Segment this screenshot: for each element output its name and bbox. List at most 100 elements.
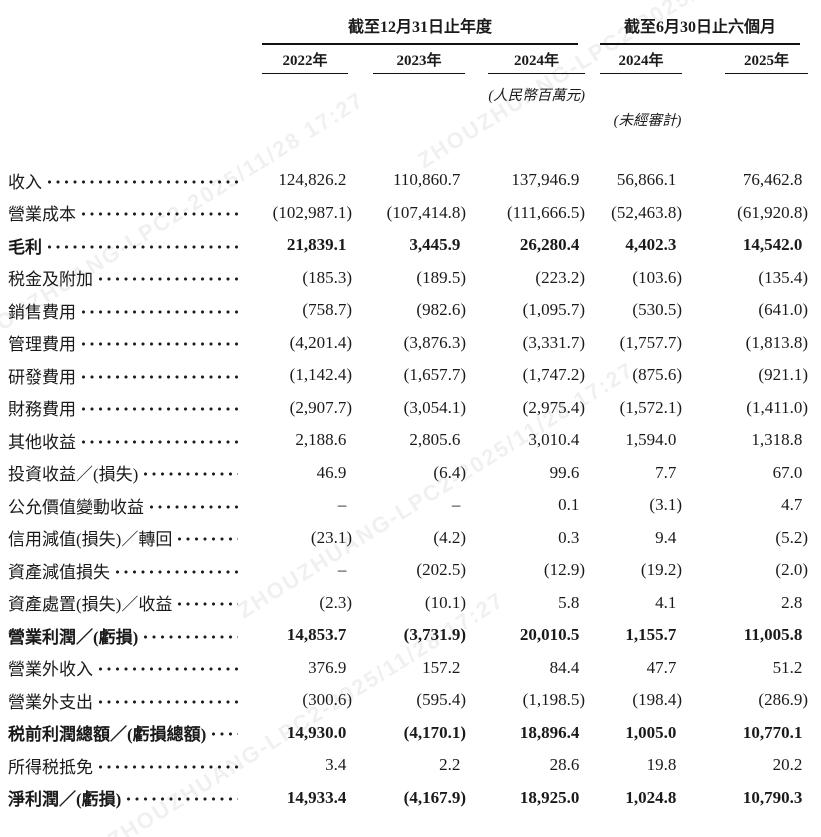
value-cell: (103.6) [632,267,682,287]
value-cell: (19.2) [640,560,682,580]
value-cell: (300.6) [302,690,352,710]
value-cell: 7.7) [655,462,677,482]
value-cell: 18,896.4) [519,722,580,742]
row-label-cell: 資產處置(損失)／收益 [8,587,240,620]
header-spacer [8,130,813,164]
value-cell: 1,318.8) [751,430,803,450]
row-label-cell: 公允價值變動收益 [8,489,240,522]
six-months-group: 截至6月30日止六個月 [585,0,813,45]
value-cell: (3,731.9) [403,625,466,645]
row-label-cell: 税前利潤總額／(虧損總額) [8,717,240,750]
value-cell: (2,975.4) [522,397,585,417]
value-cell: (1,198.5) [522,690,585,710]
value-cell: (61,920.8) [737,202,808,222]
value-cell: 2,188.6) [295,430,347,450]
year-header-2022: 2022年 [240,45,352,74]
empty-cell [585,74,682,105]
value-cell: (2.3) [319,592,352,612]
currency-note-row: (人民幣百萬元) [8,74,813,105]
value-cell: 14,930.0) [286,722,347,742]
value-cell: (1,757.7) [619,332,682,352]
row-label-cell: 收入 [8,164,240,197]
value-cell: –) [337,495,347,515]
year-header-2024-interim: 2024年 [585,45,682,74]
row-label: 銷售費用 [8,302,76,322]
table-row: 營業利潤／(虧損) 14,853.7) (3,731.9) 20,010.5) 1,15… [8,619,813,652]
row-label: 信用減值(損失)／轉回 [8,530,173,550]
empty-cell [8,0,240,45]
value-cell: 3,010.4) [528,430,580,450]
row-label-cell: 營業成本 [8,197,240,230]
value-cell: (189.5) [416,267,466,287]
dot-leader [80,330,238,356]
dot-leader [97,655,238,681]
currency-note: (人民幣百萬元) [488,88,585,104]
row-label: 毛利 [8,237,42,257]
value-cell: 1,024.8) [625,787,677,807]
row-label: 税前利潤總額／(虧損總額) [8,725,207,745]
row-label-cell: 毛利 [8,229,240,262]
row-label-cell: 税金及附加 [8,262,240,295]
value-cell: 0.1) [558,495,580,515]
value-cell: 26,280.4) [519,235,580,255]
empty-cell [240,74,352,105]
value-cell: (1,747.2) [522,365,585,385]
row-label: 管理費用 [8,335,76,355]
dot-leader [97,687,238,713]
value-cell: 14,853.7) [286,625,347,645]
value-cell: (12.9) [543,560,585,580]
value-cell: 157.2) [422,657,461,677]
value-cell: (875.6) [632,365,682,385]
table-body: 收入 124,826.2) 110,860.7) 137,946.9) 56,866.1… [8,164,813,814]
dot-leader [80,395,238,421]
row-label: 財務費用 [8,400,76,420]
value-cell: –) [451,495,461,515]
row-label: 營業外支出 [8,692,93,712]
table-row: 信用減值(損失)／轉回 (23.1) (4.2) 0.3) 9.4) (5.2) [8,522,813,555]
year-header-row: 2022年 2023年 2024年 2024年 2025年 [8,45,813,74]
value-cell: 0.3) [558,527,580,547]
row-label-cell: 資產減值損失 [8,554,240,587]
value-cell: (4.2) [433,527,466,547]
value-cell: 9.4) [655,527,677,547]
value-cell: (758.7) [302,300,352,320]
value-cell: (595.4) [416,690,466,710]
value-cell: 2.2) [439,755,461,775]
empty-cell [8,105,240,130]
value-cell: 1,005.0) [625,722,677,742]
year-ended-group: 截至12月31日止年度 [240,0,585,45]
table-row: 資產處置(損失)／收益 (2.3) (10.1) 5.8) 4.1) 2.8) [8,587,813,620]
table-row: 財務費用 (2,907.7) (3,054.1) (2,975.4) (1,572.1)… [8,392,813,425]
value-cell: (1,657.7) [403,365,466,385]
value-cell: 67.0) [772,462,803,482]
row-label-cell: 其他收益 [8,424,240,457]
year-header-2024: 2024年 [466,45,585,74]
empty-cell [8,130,813,164]
group-label-year-ended: 截至12月31日止年度 [262,13,578,45]
row-label: 營業外收入 [8,660,93,680]
value-cell: 56,866.1) [616,170,677,190]
value-cell: (4,170.1) [403,722,466,742]
value-cell: 51.2) [772,657,803,677]
value-cell: 20.2) [772,755,803,775]
value-cell: (2,907.7) [289,397,352,417]
dot-leader [176,590,238,616]
value-cell: (530.5) [632,300,682,320]
value-cell: (3.1) [649,495,682,515]
row-label: 收入 [8,172,42,192]
row-label: 淨利潤／(虧損) [8,790,122,810]
value-cell: 4.1) [655,592,677,612]
year-header-2023: 2023年 [352,45,466,74]
value-cell: (1,411.0) [746,397,808,417]
dot-leader [125,785,238,811]
row-label-cell: 淨利潤／(虧損) [8,782,240,815]
value-cell: (4,201.4) [289,332,352,352]
value-cell: (3,876.3) [403,332,466,352]
value-cell: (921.1) [758,365,808,385]
row-label-cell: 所得税抵免 [8,749,240,782]
value-cell: 76,462.8) [742,170,803,190]
value-cell: (10.1) [424,592,466,612]
value-cell: 1,594.0) [625,430,677,450]
value-cell: 18,925.0) [519,787,580,807]
value-cell: (641.0) [758,300,808,320]
